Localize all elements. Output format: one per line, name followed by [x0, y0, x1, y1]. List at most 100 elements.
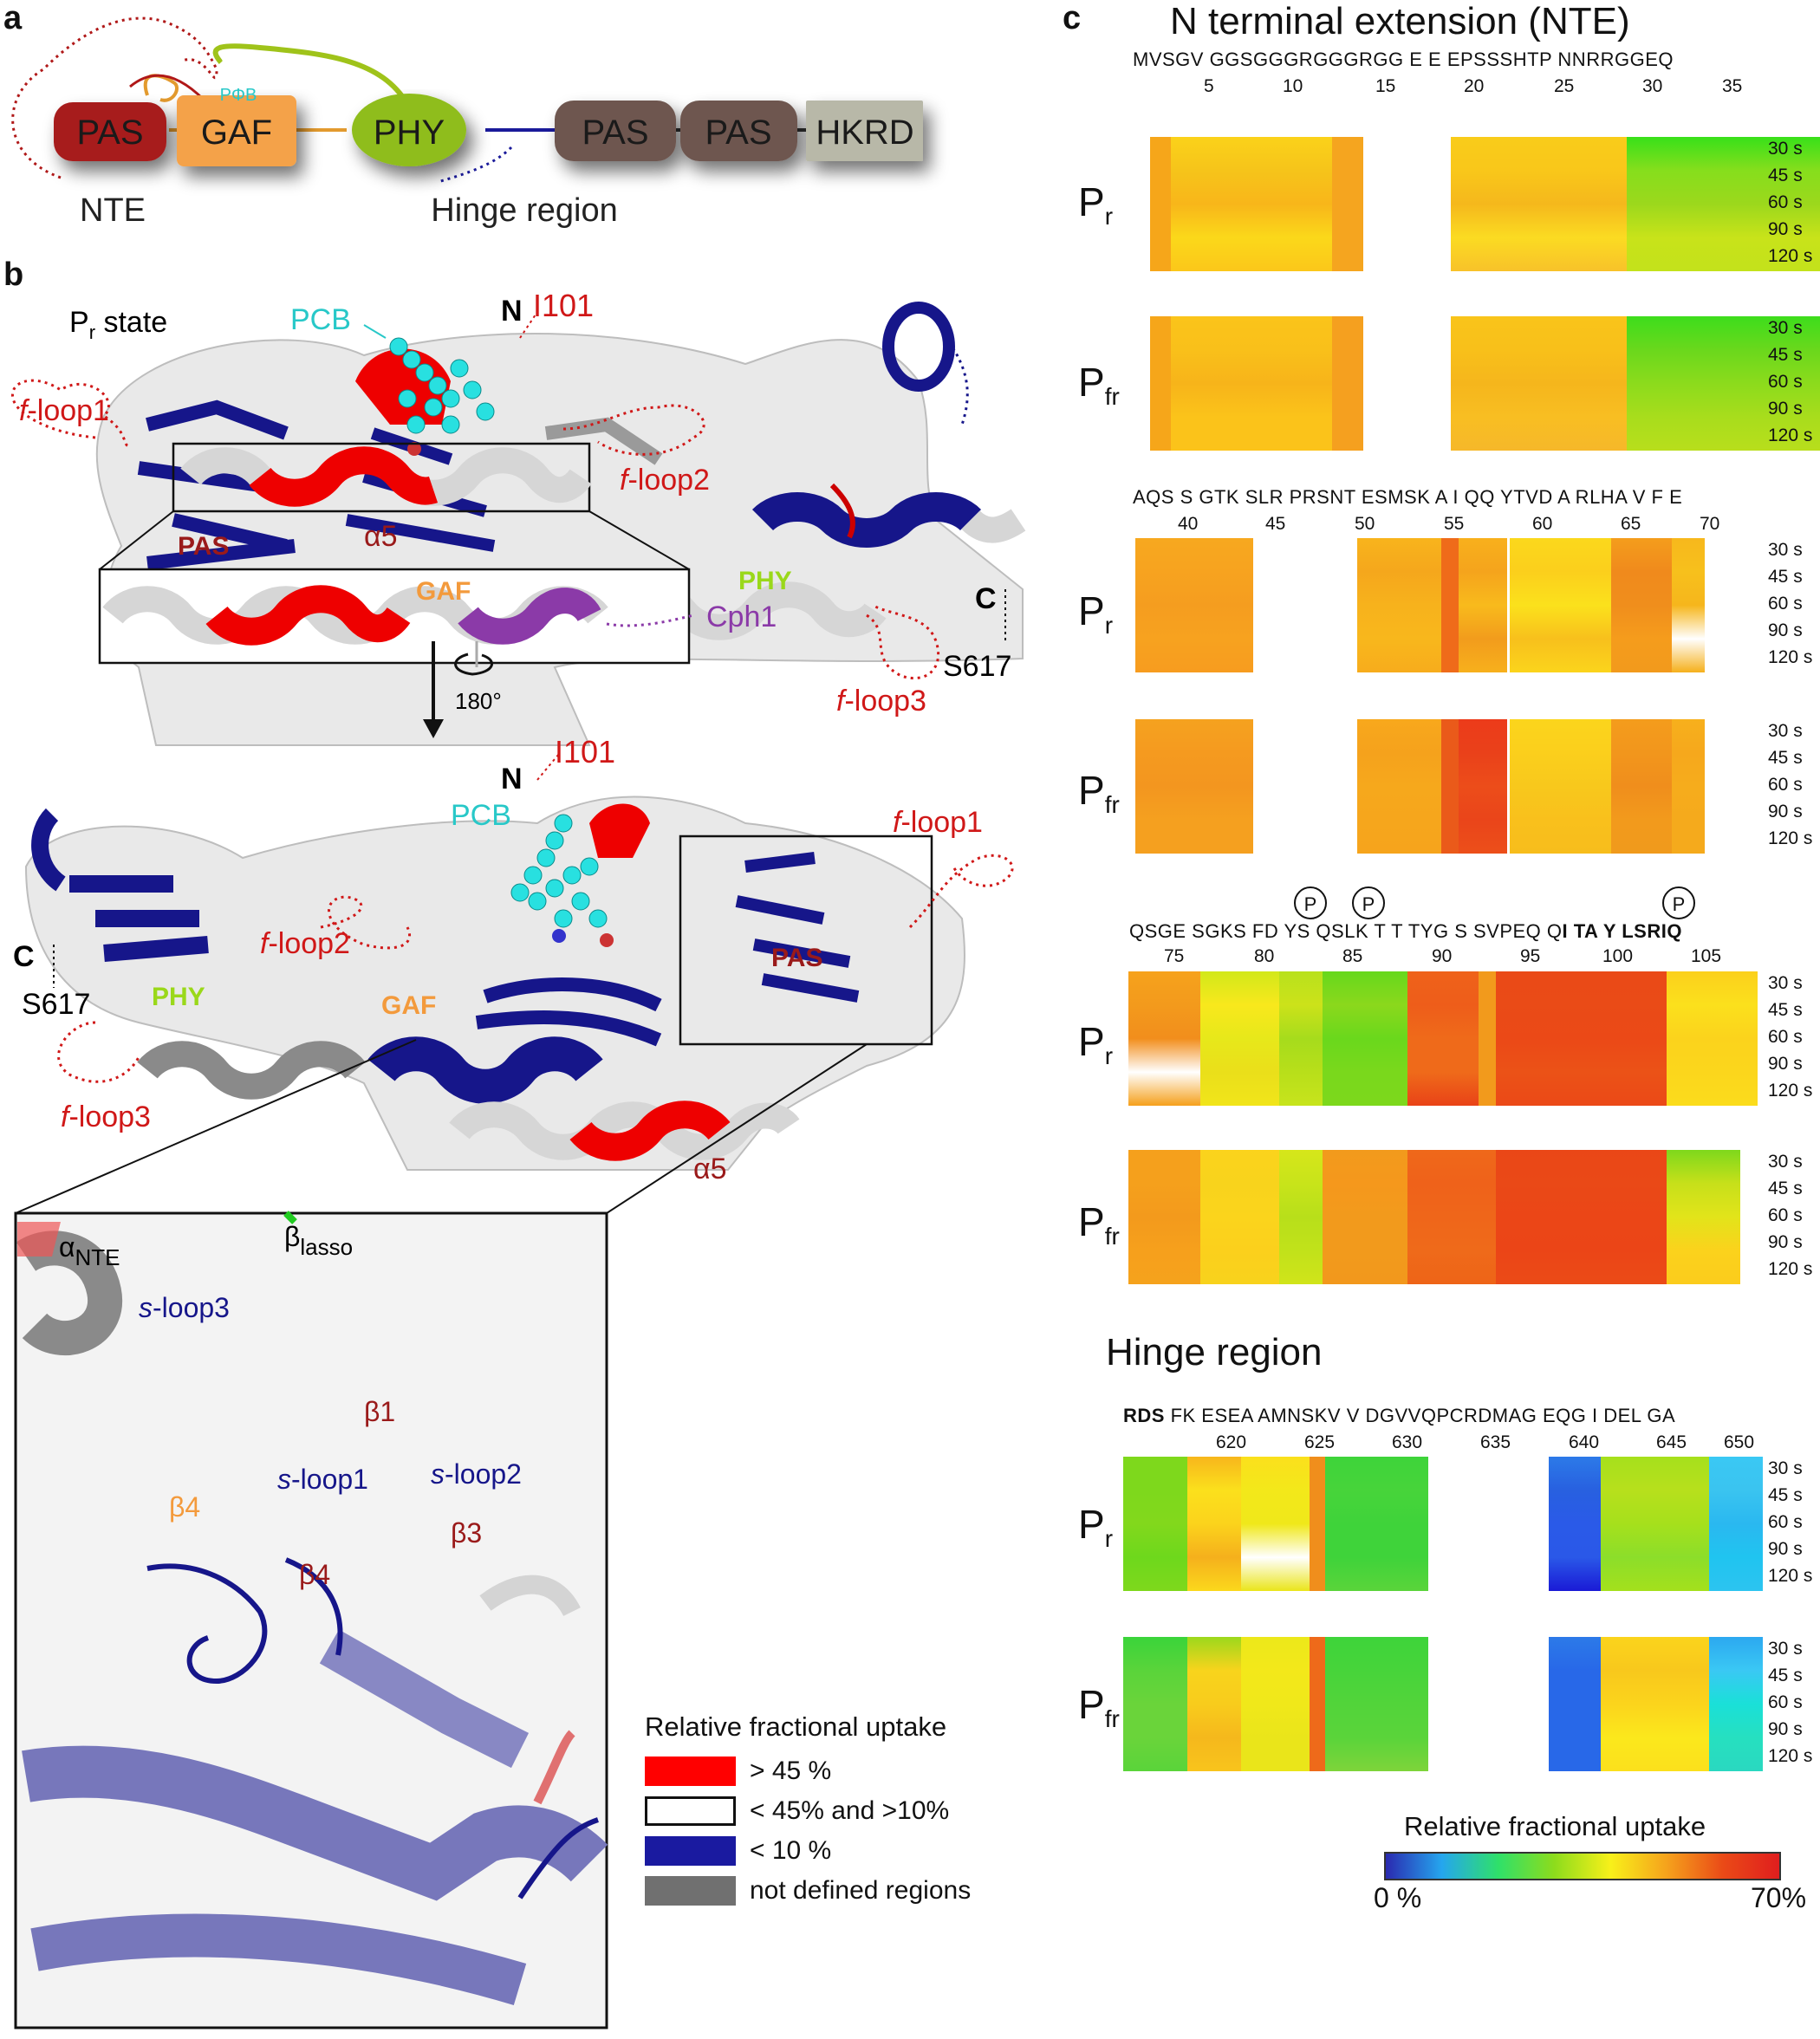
floop2-label-top: f-loop2	[620, 464, 710, 497]
domain-pas-1	[54, 102, 166, 161]
block3-num: 75	[1164, 946, 1185, 966]
block1-num: 35	[1722, 76, 1743, 96]
structure-pr-bottom	[15, 753, 1014, 1214]
block4-num: 650	[1724, 1432, 1755, 1452]
block4-sequence: RDS FK ESEA AMNSKV V DGVVQPCRDMAG EQG I …	[1123, 1405, 1676, 1426]
block2-sequence: AQS S GTK SLR PRSNT ESMSK A I QQ YTVD A …	[1133, 486, 1683, 508]
colorbar-min: 0 %	[1374, 1882, 1422, 1913]
bottom-floop2	[320, 895, 411, 950]
block3-pfr-label: Pfr	[1078, 1199, 1120, 1250]
inset-beta-lasso: βlasso	[284, 1221, 353, 1260]
top-phy-helix-end	[961, 509, 1026, 543]
floop2-label-bottom: f-loop2	[260, 927, 350, 960]
block3-pfr-heatmap	[1128, 1150, 1740, 1284]
block3-num: 90	[1432, 946, 1453, 966]
block4-pfr-times: 30 s 45 s 60 s 90 s 120 s	[1768, 1639, 1813, 1766]
nte-title: N terminal extension (NTE)	[1170, 0, 1630, 42]
bottom-zoom-box	[679, 834, 933, 1046]
legend-row-low: < 10 %	[645, 1831, 1026, 1871]
domain-gaf	[177, 95, 296, 166]
pas-label-top: PAS	[178, 532, 229, 561]
inset-white-helix	[479, 1575, 581, 1617]
block4-num: 620	[1216, 1432, 1247, 1452]
block1-num: 10	[1283, 76, 1303, 96]
colorbar-max: 70%	[1751, 1882, 1807, 1913]
block2-num: 45	[1265, 514, 1286, 534]
block3-numbers: 75 80 85 90 95 100 105	[1137, 946, 1744, 969]
domain-pas-1-label: PAS	[76, 114, 143, 152]
hinge-label: Hinge region	[431, 192, 617, 229]
n-term-label-top: N	[501, 295, 523, 328]
block1-pr-label: Pr	[1078, 179, 1114, 231]
s617-label-bottom: S617	[22, 988, 90, 1021]
phospho-marker: P	[1352, 886, 1385, 919]
block2-pr-label: Pr	[1078, 588, 1114, 640]
block3-pr-heatmap	[1128, 971, 1758, 1106]
rotation-label: 180°	[455, 688, 502, 714]
bottom-gaf-strands	[475, 977, 662, 1047]
top-right-dotted	[947, 341, 969, 425]
legend-row-undefined: not defined regions	[645, 1871, 1026, 1911]
top-gray-strand	[544, 417, 663, 465]
block4-pr-label: Pr	[1078, 1502, 1114, 1553]
block3-num: 105	[1691, 946, 1722, 966]
legend-row-mid: < 45% and >10%	[645, 1791, 1026, 1831]
block3-num: 80	[1254, 946, 1275, 966]
legend-row-high: > 45 %	[645, 1751, 1026, 1791]
top-floop2	[562, 404, 705, 456]
block4-num: 640	[1569, 1432, 1600, 1452]
inset-green-tick	[283, 1211, 297, 1224]
c-term-label-bottom: C	[13, 940, 35, 973]
block1-pr-times: 30 s 45 s 60 s 90 s 120 s	[1768, 139, 1813, 266]
inset-blue-strand-low	[30, 1913, 527, 2005]
c-term-label-top: C	[975, 582, 997, 615]
block1-num: 20	[1464, 76, 1485, 96]
i101-label-top: I101	[533, 288, 594, 323]
block4-pr-heatmap	[1123, 1457, 1763, 1591]
cph1-helix-red	[205, 585, 411, 646]
legend-swatch-gray	[645, 1876, 736, 1906]
domain-pas-3	[680, 101, 797, 161]
gaf-knot	[143, 74, 179, 102]
block4-pfr-label: Pfr	[1078, 1682, 1120, 1733]
colorbar	[1384, 1852, 1781, 1880]
cph1-label: Cph1	[706, 601, 777, 633]
floop3-label-bottom: f-loop3	[61, 1101, 151, 1133]
pcb-pointer-top	[363, 324, 387, 339]
top-alpha5-helix-red	[249, 446, 439, 507]
structure-pr-top	[11, 302, 1026, 746]
block1-sequence: MVSGV GGSGGGRGGGRGG E E EPSSSHTP NNRRGGE…	[1133, 49, 1674, 70]
inset-blue-strand-bottom	[22, 1745, 608, 1901]
domain-diagram: PAS GAF PHY PAS PAS HKRD PΦB NTE Hinge r…	[11, 16, 923, 229]
domain-pas-2-label: PAS	[582, 114, 648, 152]
bottom-left-helix	[31, 808, 67, 892]
block2-num: 50	[1355, 514, 1375, 534]
top-pcb-ligand	[389, 337, 495, 434]
inset-beta1-path	[284, 1557, 343, 1656]
floop1-label-bottom: f-loop1	[893, 806, 983, 839]
panel-label-c: c	[1063, 0, 1082, 36]
domain-gaf-label: GAF	[201, 114, 272, 152]
colorbar-title: Relative fractional uptake	[1404, 1811, 1706, 1841]
pas-knot	[129, 74, 205, 101]
pcb-label-bottom: PCB	[451, 799, 511, 832]
hinge-pointer	[437, 146, 513, 184]
rotation-arrow-head	[423, 719, 444, 738]
block3-sequence: QSGE SGKS FD YS QSLK T T TYG S SVPEQ QI …	[1129, 920, 1682, 942]
block1-num: 15	[1375, 76, 1396, 96]
block2-pr-times: 30 s 45 s 60 s 90 s 120 s	[1768, 540, 1813, 667]
block4-numbers: 620 625 630 635 640 645 650	[1123, 1432, 1754, 1455]
inset-sloop2-label: s-loop2	[431, 1458, 522, 1490]
top-phy-red-loop	[829, 483, 855, 539]
top-right-helix	[882, 302, 955, 392]
domain-pas-2	[555, 101, 676, 161]
inset-beta4-orange-label: β4	[169, 1491, 200, 1523]
phospho-marker: P	[1294, 886, 1327, 919]
floop1-label-top: f-loop1	[19, 394, 109, 427]
top-floop1	[11, 379, 131, 448]
domain-phy-label: PHY	[374, 114, 445, 152]
rotation-icon	[454, 653, 493, 676]
bottom-alpha5-bg	[449, 1101, 800, 1160]
inset-red-patch	[17, 1222, 61, 1257]
bottom-cartoon-backdrop	[24, 795, 965, 1171]
